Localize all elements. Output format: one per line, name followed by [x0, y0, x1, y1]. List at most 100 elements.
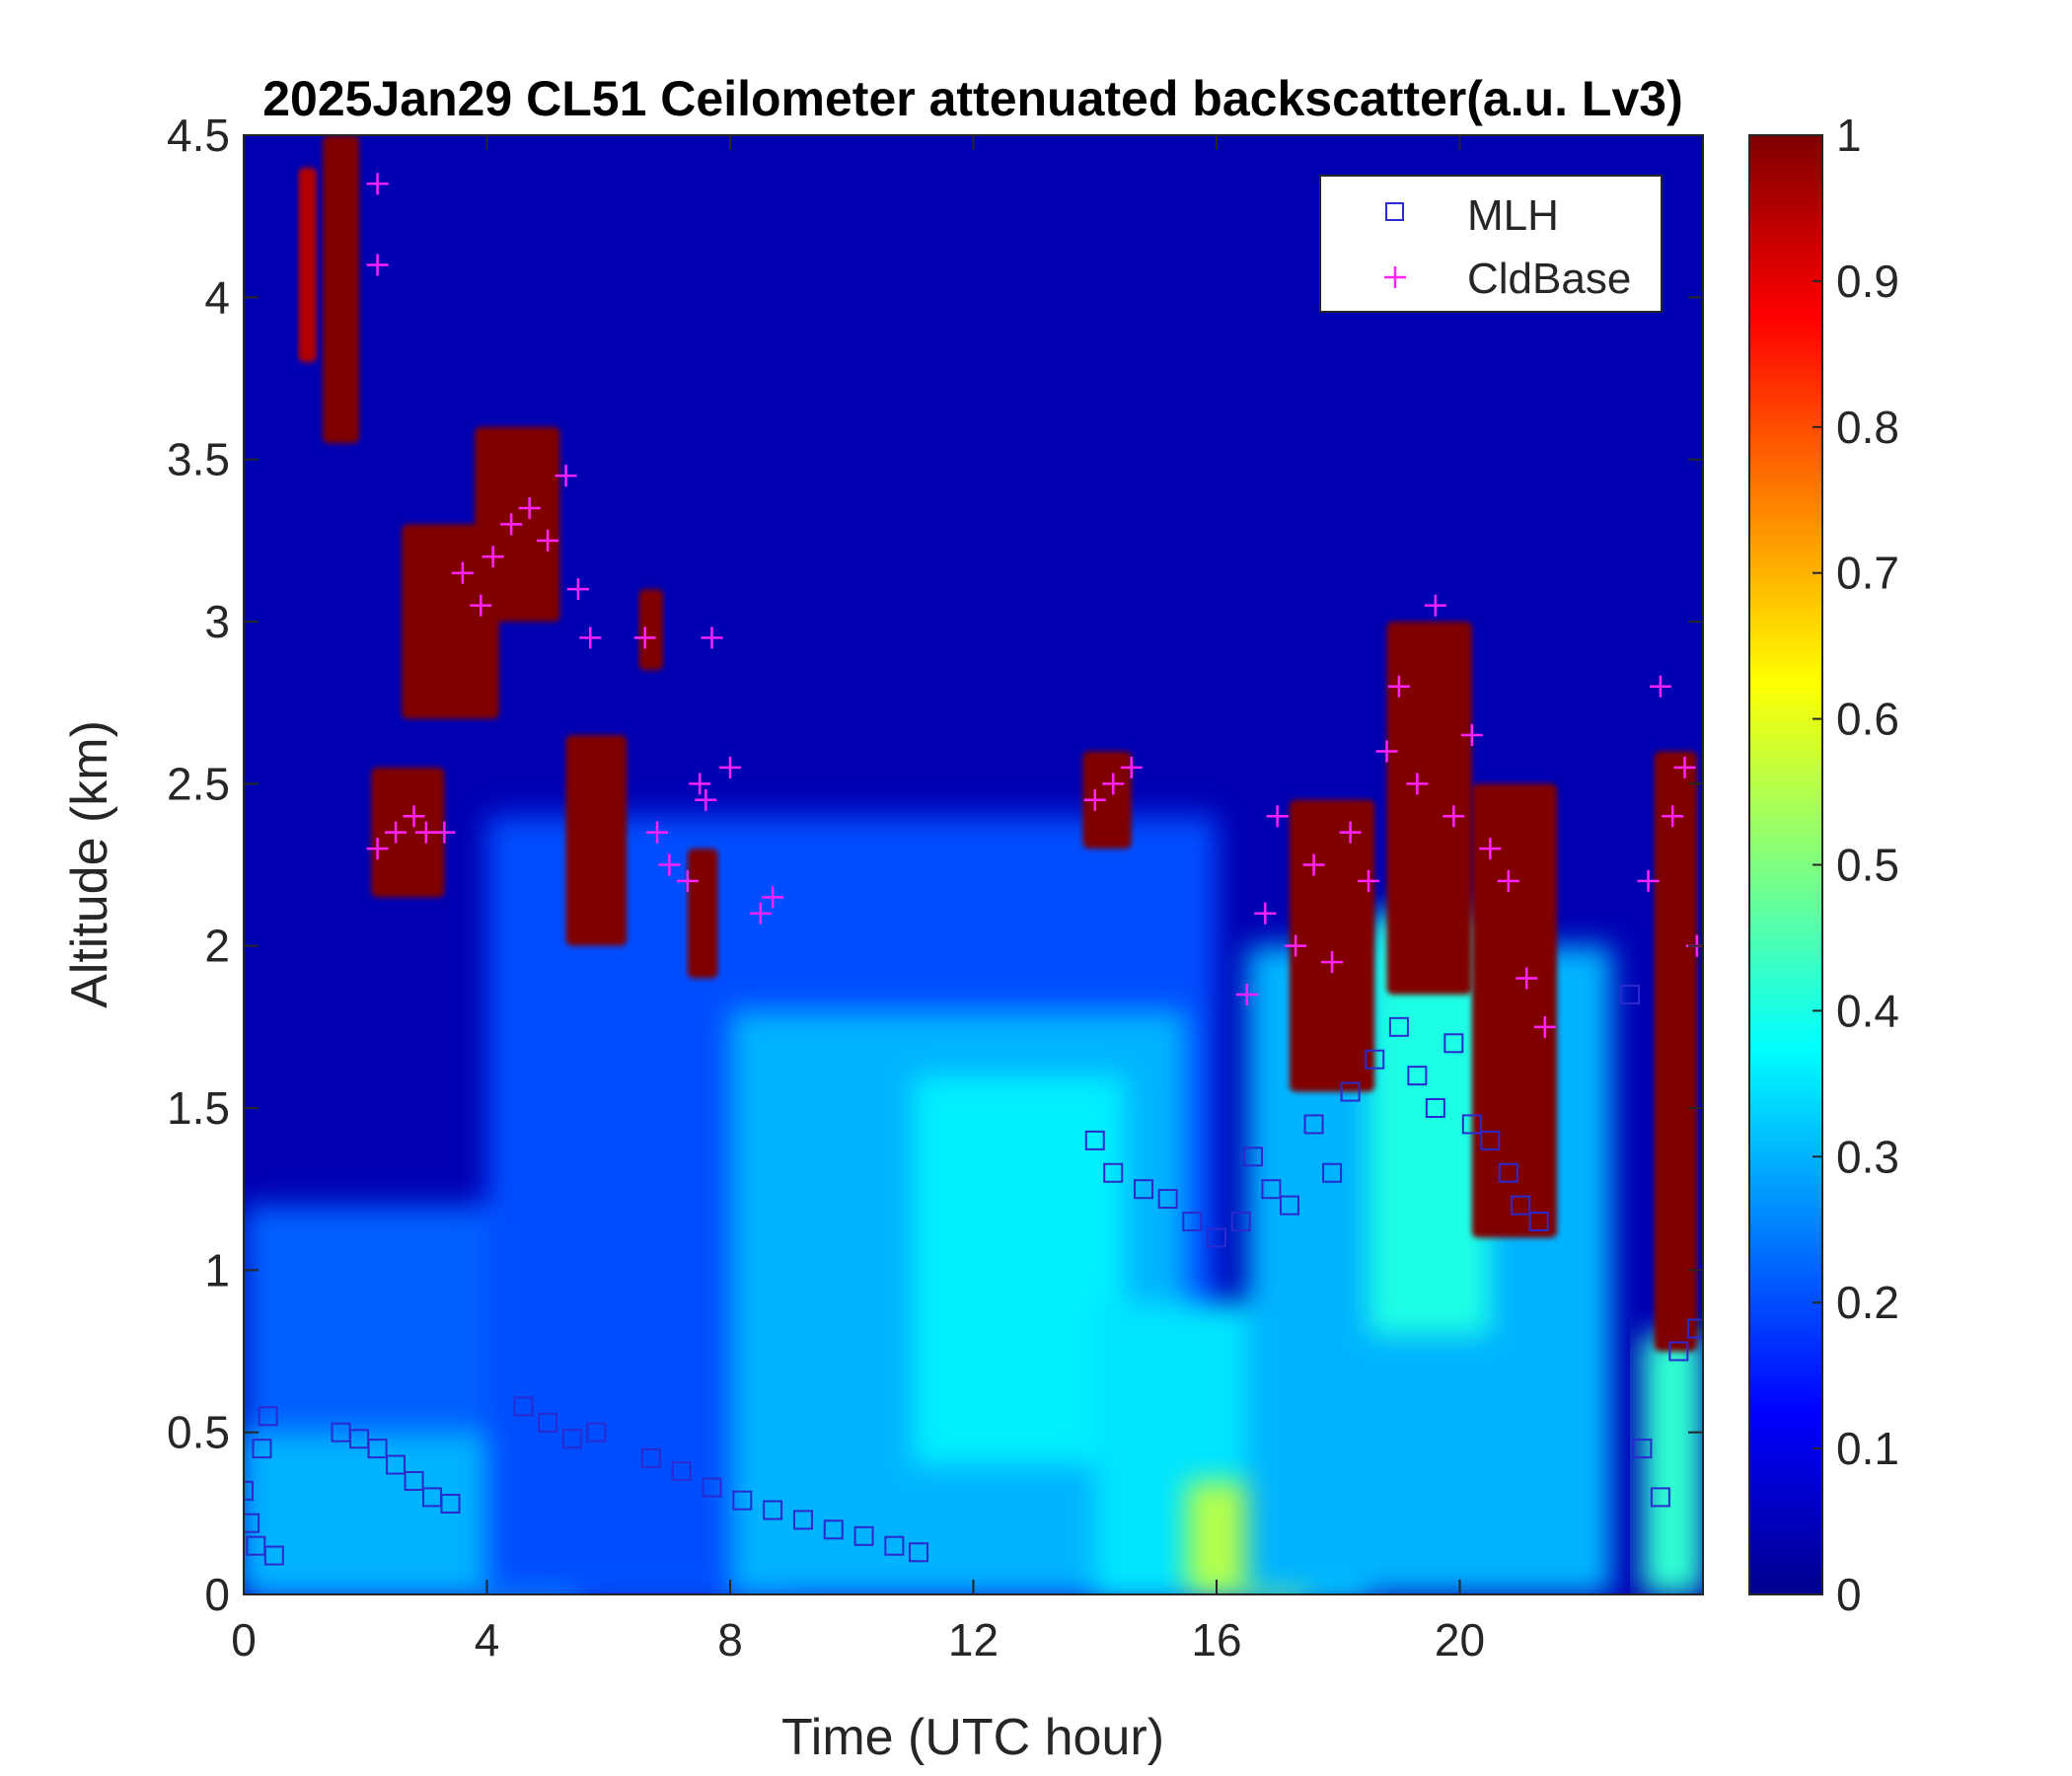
cldbase-point	[366, 254, 389, 276]
y-tick-label: 1	[204, 1244, 230, 1295]
mlh-point	[1340, 1081, 1361, 1102]
cldbase-point	[689, 773, 711, 795]
aerosol-layer-patch	[1642, 1335, 1703, 1594]
aerosol-layer-patch	[912, 1075, 1126, 1465]
mlh-point	[1322, 1162, 1343, 1183]
cldbase-point	[1339, 821, 1362, 844]
cldbase-point	[555, 465, 577, 487]
mlh-point	[513, 1396, 534, 1417]
mlh-point	[1461, 1114, 1482, 1135]
mlh-point	[884, 1535, 905, 1556]
mlh-series	[244, 984, 1703, 1566]
colorbar-tick-label: 0.2	[1836, 1277, 1899, 1328]
colorbar-tick-label: 0.1	[1836, 1423, 1899, 1474]
cldbase-point	[537, 529, 559, 552]
plot-area	[244, 135, 1703, 1594]
cloud-layer-patch	[323, 135, 360, 444]
mlh-point	[732, 1490, 753, 1511]
mlh-point	[1632, 1439, 1653, 1459]
y-tick-label: 4.5	[167, 110, 230, 161]
mlh-point	[1498, 1162, 1518, 1183]
mlh-point	[561, 1429, 582, 1449]
cldbase-point	[518, 496, 541, 519]
mlh-point	[1261, 1179, 1282, 1200]
cloud-layer-patch	[1654, 751, 1697, 1352]
cldbase-point	[366, 838, 389, 860]
mlh-point	[1157, 1189, 1178, 1210]
cldbase-point	[646, 821, 669, 844]
cldbase-point	[749, 902, 772, 925]
cldbase-point	[1321, 951, 1344, 974]
cldbase-point	[433, 821, 456, 844]
colorbar-tick-label: 0.4	[1836, 985, 1899, 1036]
x-tick-label: 12	[948, 1614, 999, 1665]
cldbase-point	[1673, 756, 1696, 778]
cldbase-point	[676, 869, 699, 892]
cldbase-point	[1516, 967, 1538, 990]
cldbase-point	[366, 173, 389, 195]
mlh-point	[367, 1439, 388, 1459]
mlh-point	[1182, 1212, 1203, 1232]
mlh-point	[1443, 1033, 1464, 1054]
cldbase-point	[451, 561, 474, 584]
mlh-point	[386, 1454, 407, 1475]
cloud-layer-patch	[638, 589, 664, 671]
cldbase-point	[658, 853, 681, 876]
cldbase-point	[1637, 869, 1660, 892]
y-tick-label: 1.5	[167, 1082, 230, 1134]
cldbase-point	[1235, 983, 1258, 1005]
cldbase-point	[1254, 902, 1277, 925]
cloud-layer-patch	[1471, 783, 1558, 1238]
mlh-point	[244, 1513, 260, 1533]
chart-title: 2025Jan29 CL51 Ceilometer attenuated bac…	[262, 71, 1683, 126]
cloud-layer-patch	[565, 735, 628, 946]
cldbase-point	[1302, 853, 1325, 876]
cldbase-point	[1083, 788, 1106, 811]
x-tick-label: 16	[1191, 1614, 1241, 1665]
cldbase-point	[403, 805, 425, 828]
cldbase-point	[1358, 869, 1380, 892]
mlh-point	[586, 1422, 607, 1443]
y-tick-label: 0	[204, 1569, 230, 1620]
y-tick-label: 2	[204, 921, 230, 972]
cldbase-point	[1285, 934, 1307, 957]
mlh-point	[1365, 1049, 1385, 1070]
mlh-point	[1242, 1147, 1263, 1167]
cldbase-point	[566, 578, 589, 601]
cldbase-point	[719, 756, 741, 778]
cldbase-series	[366, 173, 1703, 1038]
mlh-point	[440, 1493, 461, 1514]
cldbase-point	[414, 821, 437, 844]
cloud-layer-patch	[371, 767, 445, 898]
backscatter-heatmap	[244, 135, 1703, 1594]
colorbar-tick-label: 0.9	[1836, 256, 1899, 307]
cldbase-point	[470, 594, 492, 617]
mlh-point	[702, 1477, 722, 1498]
cldbase-point	[1479, 838, 1502, 860]
colorbar-tick-label: 0.6	[1836, 694, 1899, 745]
x-axis: 0 4 8 12 16 20	[231, 135, 1485, 1665]
cloud-layer-patch	[1082, 751, 1132, 850]
colorbar-axis: 0 0.1 0.2 0.3 0.4 0.5 0.6 0.7 0.8 0.9 1	[1813, 110, 1899, 1620]
mlh-point	[1480, 1130, 1501, 1150]
mlh-point	[263, 1545, 284, 1566]
mlh-point	[1686, 1318, 1703, 1339]
colorbar	[1748, 134, 1823, 1595]
mlh-point	[1650, 1487, 1670, 1508]
mlh-point	[671, 1461, 692, 1482]
colorbar-tick-label: 0.8	[1836, 402, 1899, 453]
mlh-point	[1207, 1227, 1226, 1248]
mlh-point	[1407, 1066, 1428, 1086]
cldbase-point	[1424, 594, 1446, 617]
mlh-point	[1279, 1195, 1299, 1216]
cldbase-point	[1102, 773, 1125, 795]
cldbase-point	[1497, 869, 1519, 892]
cloud-layer-patch	[1289, 799, 1375, 1092]
colorbar-tick-label: 0.5	[1836, 840, 1899, 891]
mlh-point	[792, 1510, 813, 1530]
mlh-point	[244, 1480, 254, 1501]
cldbase-point	[1443, 805, 1465, 828]
y-tick-label: 0.5	[167, 1407, 230, 1458]
cldbase-point	[500, 513, 523, 536]
cloud-layer-patch	[298, 167, 317, 363]
